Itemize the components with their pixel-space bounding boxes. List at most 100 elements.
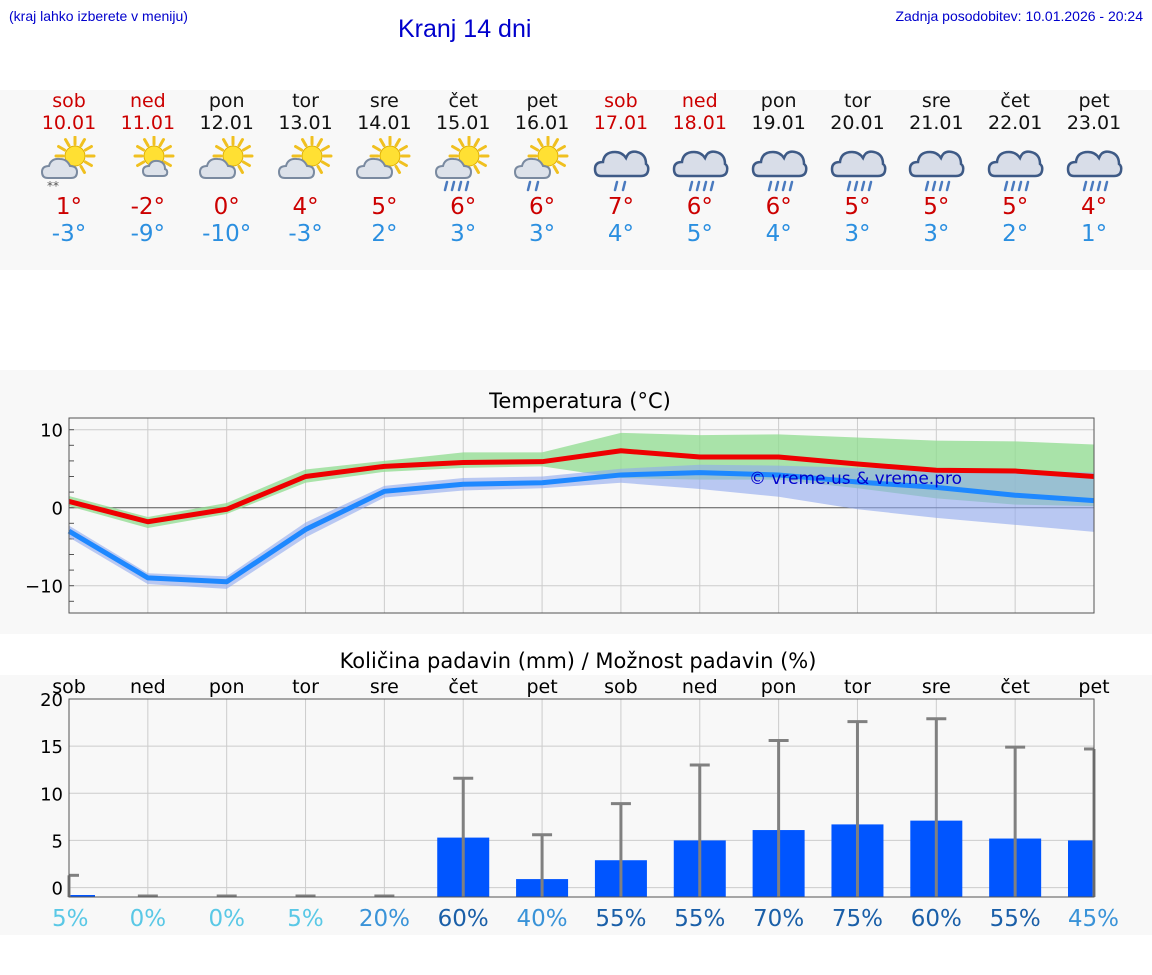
forecast-day: sre 14.01 5° 2° (345, 90, 424, 248)
forecast-day-name: pet (526, 90, 558, 112)
sun-cloud-snow-icon: ** (40, 136, 96, 193)
forecast-day-name: ned (681, 90, 718, 112)
precipitation-plot-frame (68, 698, 1095, 898)
forecast-day-name: čet (448, 90, 479, 112)
forecast-day-date: 15.01 (436, 112, 491, 134)
svg-text:**: ** (47, 179, 59, 193)
forecast-min-temp: 4° (607, 221, 634, 247)
precip-chance-label: 60% (438, 906, 489, 932)
forecast-day-date: 11.01 (120, 112, 176, 134)
forecast-max-temp: 5° (371, 194, 398, 220)
forecast-day-date: 16.01 (514, 112, 570, 134)
forecast-day-name: čet (1000, 90, 1030, 112)
precip-chance-label: 0% (130, 906, 167, 932)
precip-chance-label: 55% (990, 906, 1041, 932)
forecast-day: sob 10.01 ** 1° -3° (30, 90, 109, 248)
precip-chance-label: 60% (911, 906, 962, 932)
forecast-day-date: 18.01 (672, 112, 727, 134)
temperature-chart-title: Temperatura (°C) (488, 389, 671, 413)
cloud-rain-icon (830, 150, 886, 192)
precip-amount-bar (69, 895, 95, 897)
precip-chance-label: 5% (287, 906, 324, 932)
forecast-day-date: 14.01 (357, 112, 412, 134)
forecast-day-date: 22.01 (987, 112, 1043, 134)
precip-day-label: tor (844, 676, 871, 698)
sun-cloud-light-rain-icon (514, 136, 569, 192)
forecast-min-temp: 2° (1002, 221, 1029, 247)
precip-y-tick-label: 5 (52, 831, 63, 852)
forecast-min-temp: 3° (844, 221, 871, 247)
precip-chance-label: 5% (52, 906, 89, 932)
forecast-max-temp: 5° (923, 194, 950, 220)
temperature-plot-frame (68, 417, 1095, 614)
precip-chance-label: 55% (674, 906, 725, 932)
forecast-day-date: 23.01 (1066, 112, 1122, 134)
forecast-day-name: pon (760, 90, 797, 112)
forecast-day: pet 16.01 6° 3° (503, 90, 582, 248)
forecast-max-temp: 6° (529, 194, 556, 220)
forecast-max-temp: 6° (765, 194, 792, 220)
forecast-day: ned 11.01 -2° -9° (108, 90, 187, 248)
forecast-max-temp: 5° (1002, 194, 1029, 220)
cloud-rain-icon (987, 150, 1044, 192)
precip-chance-label: 40% (517, 906, 568, 932)
forecast-day-name: tor (292, 90, 319, 112)
forecast-min-temp: 4° (765, 221, 792, 247)
cloud-rain-icon (672, 150, 729, 192)
precip-y-tick-label: 10 (40, 784, 63, 805)
precip-day-label: čet (448, 676, 478, 698)
precip-day-label: tor (292, 676, 319, 698)
precip-day-label: pet (526, 676, 557, 698)
max-temp-range-band (69, 432, 1094, 528)
precip-day-label: sob (604, 676, 638, 698)
forecast-day-date: 19.01 (751, 112, 806, 134)
forecast-max-temp: -2° (130, 194, 166, 220)
forecast-max-temp: 1° (55, 194, 83, 220)
forecast-day-name: pet (1078, 90, 1110, 112)
precip-chance-label: 70% (753, 906, 804, 932)
forecast-max-temp: 6° (686, 194, 713, 220)
min-temp-range-band (69, 464, 1094, 589)
precip-day-label: sob (52, 676, 86, 698)
precip-day-label: pet (1078, 676, 1109, 698)
forecast-day-name: sob (604, 90, 638, 112)
forecast-min-temp: 3° (923, 221, 950, 247)
precip-chance-label: 75% (832, 906, 883, 932)
precip-day-label: ned (130, 676, 166, 698)
cloud-rain-icon (909, 150, 965, 192)
precip-day-label: pon (761, 676, 797, 698)
forecast-min-temp: 3° (450, 221, 477, 247)
sun-cloud-rain-icon (435, 136, 490, 192)
forecast-day: pon 19.01 6° 4° (739, 90, 818, 248)
precip-chance-label: 20% (359, 906, 410, 932)
forecast-min-temp: 5° (686, 221, 713, 247)
min-temp-line (67, 470, 1095, 585)
temp-y-tick-label: −10 (25, 577, 63, 598)
forecast-min-temp: 1° (1080, 221, 1108, 247)
temp-y-tick-label: 0 (52, 499, 63, 520)
forecast-min-temp: -9° (130, 221, 166, 247)
forecast-min-temp: -3° (288, 221, 323, 247)
forecast-day-date: 17.01 (593, 112, 649, 134)
forecast-day-date: 21.01 (909, 112, 964, 134)
forecast-day-name: sre (369, 90, 399, 112)
forecast-max-temp: 7° (607, 194, 634, 220)
forecast-max-temp: 4° (292, 194, 319, 220)
precip-y-tick-label: 20 (40, 690, 63, 711)
precip-chance-label: 45% (1068, 906, 1119, 932)
region-menu-hint[interactable]: (kraj lahko izberete v meniju) (9, 8, 188, 24)
watermark-text: © vreme.us & vreme.pro (749, 469, 962, 489)
precip-chance-label: 0% (208, 906, 245, 932)
forecast-day: čet 22.01 5° 2° (976, 90, 1055, 248)
sun-cloud-icon (356, 136, 411, 179)
precip-y-tick-label: 0 (52, 879, 63, 900)
forecast-day-name: tor (844, 90, 871, 112)
forecast-day: tor 20.01 5° 3° (818, 90, 897, 248)
precip-amount-bar (1068, 840, 1094, 897)
last-update-timestamp: Zadnja posodobitev: 10.01.2026 - 20:24 (895, 8, 1143, 24)
forecast-max-temp: 6° (450, 194, 477, 220)
forecast-max-temp: 0° (213, 194, 240, 220)
max-temp-line (68, 448, 1095, 525)
cloud-light-rain-icon (593, 150, 650, 192)
